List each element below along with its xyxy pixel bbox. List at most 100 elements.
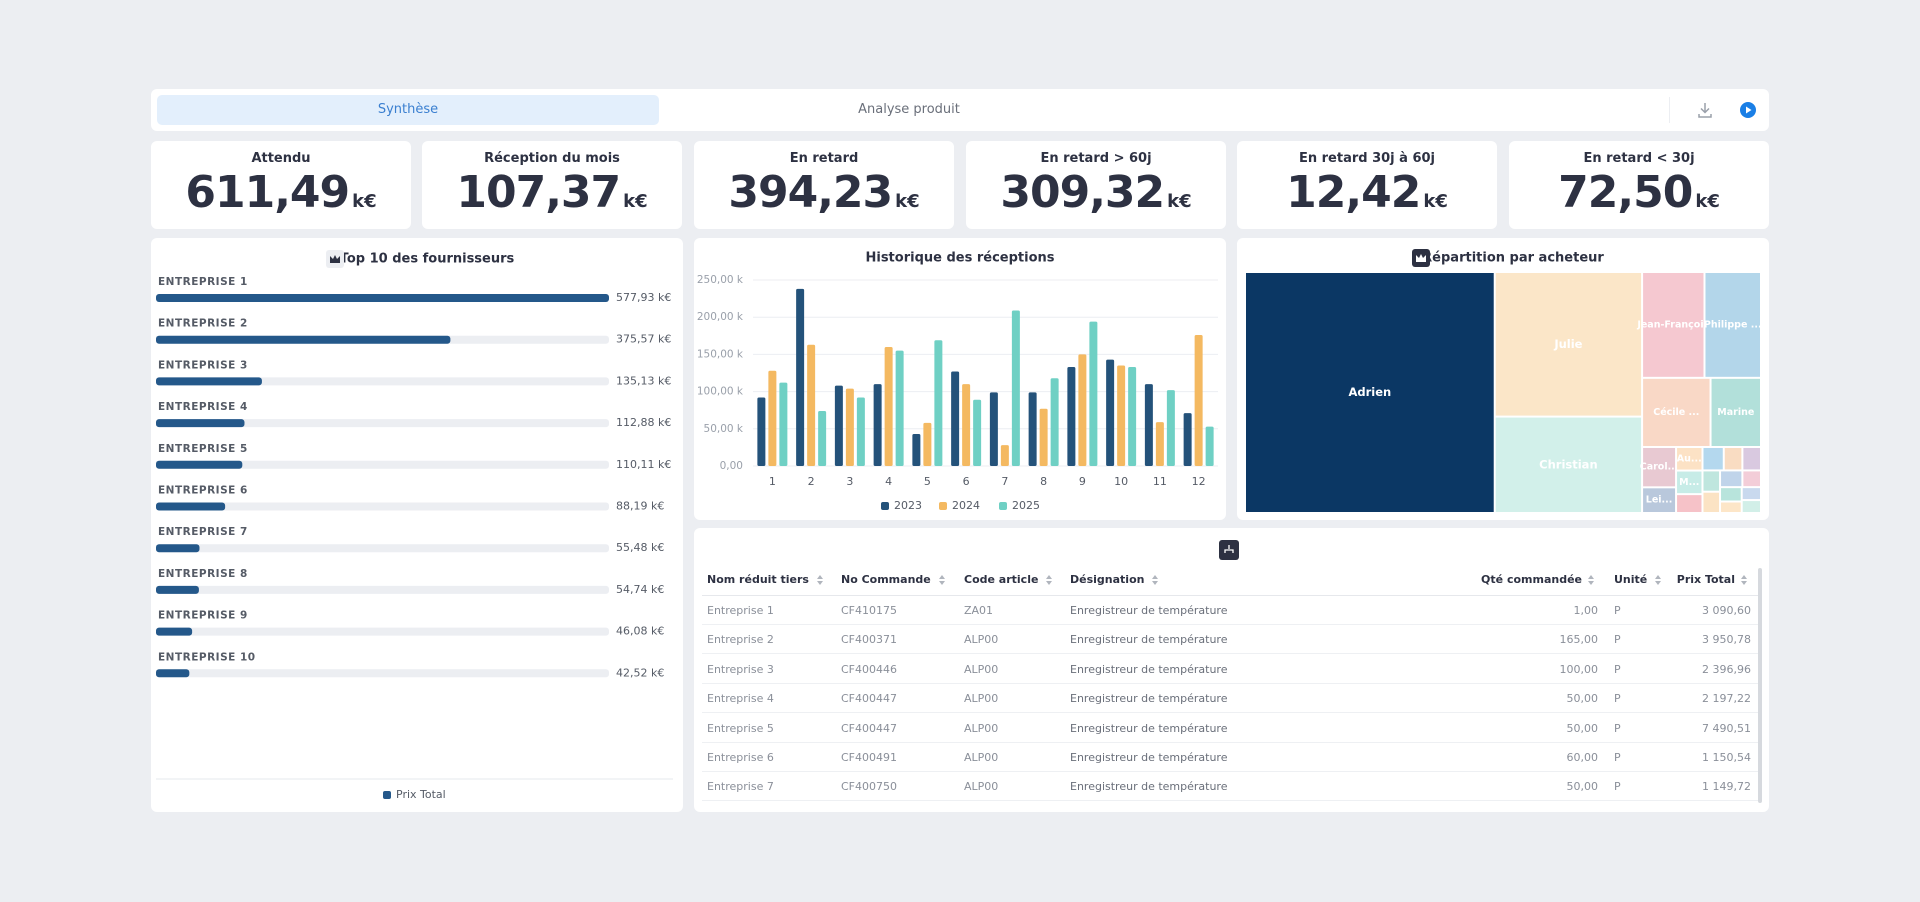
kpi-value: 107,37: [456, 167, 620, 218]
treemap-cell: [1703, 471, 1719, 490]
kpi-value-row: 12,42k€: [1237, 167, 1497, 218]
chart-title: Top 10 des fournisseurs: [340, 252, 515, 267]
sort-icon[interactable]: [1741, 575, 1747, 585]
table-cell: ALP00: [964, 780, 998, 794]
y-tick-label: 200,00 k: [697, 311, 744, 323]
bar-track: [156, 628, 609, 636]
kpi-unit: k€: [352, 191, 377, 212]
category-label: ENTREPRISE 9: [158, 610, 248, 622]
play-icon[interactable]: [1738, 100, 1758, 120]
column-header[interactable]: Prix Total: [1677, 573, 1735, 587]
x-tick-label: 9: [1079, 475, 1086, 488]
row-rule: [702, 624, 1758, 625]
y-tick-label: 150,00 k: [697, 348, 744, 360]
column-header[interactable]: No Commande: [841, 573, 931, 587]
bar: [156, 586, 199, 594]
kpi-unit: k€: [1695, 191, 1720, 212]
sort-icon[interactable]: [1655, 575, 1661, 585]
table-cell: 3 950,78: [1702, 633, 1751, 647]
table-card: Nom réduit tiers No Commande Code article D…: [694, 528, 1769, 812]
chart-title: Historique des réceptions: [865, 251, 1054, 266]
column-header[interactable]: Désignation: [1070, 573, 1144, 587]
value-label: 375,57 k€: [616, 333, 671, 346]
kpi-value: 611,49: [185, 167, 349, 218]
sort-icon[interactable]: [939, 575, 945, 585]
x-tick-label: 11: [1153, 475, 1167, 488]
sort-glyph: [817, 575, 823, 585]
column-header[interactable]: Nom réduit tiers: [707, 573, 809, 587]
table-cell: P: [1614, 604, 1621, 618]
table-cell: 60,00: [1567, 751, 1599, 765]
sort-icon[interactable]: [1046, 575, 1052, 585]
treemap-label: Jean-François: [1636, 319, 1709, 330]
x-tick-label: 7: [1001, 475, 1008, 488]
header-rule: [702, 595, 1758, 596]
x-tick-label: 4: [885, 475, 892, 488]
legend-swatch: [383, 791, 391, 799]
table-cell: ALP00: [964, 663, 998, 677]
download-icon[interactable]: [1695, 100, 1715, 120]
divider: [1669, 97, 1670, 123]
sort-icon[interactable]: [1152, 575, 1158, 585]
bar: [1195, 335, 1203, 466]
column-header[interactable]: Unité: [1614, 573, 1647, 587]
kpi-card: En retard394,23k€: [694, 141, 954, 229]
x-tick-label: 12: [1192, 475, 1206, 488]
kpi-unit: k€: [1423, 191, 1448, 212]
table-cell: Enregistreur de température: [1070, 722, 1227, 736]
tab[interactable]: Analyse produit: [659, 95, 1159, 125]
bar: [951, 372, 959, 466]
bar: [1106, 360, 1114, 466]
y-tick-label: 250,00 k: [697, 274, 744, 286]
column-header[interactable]: Code article: [964, 573, 1038, 587]
bar: [1206, 427, 1214, 466]
bar: [874, 384, 882, 466]
table-cell: CF400447: [841, 692, 897, 706]
chart: Répartition par acheteurAdrienJulieChris…: [1237, 238, 1769, 520]
legend-label: 2024: [952, 499, 980, 512]
category-label: ENTREPRISE 1: [158, 276, 248, 288]
tab[interactable]: Synthèse: [157, 95, 659, 125]
value-label: 55,48 k€: [616, 541, 664, 554]
column-header[interactable]: Qté commandée: [1481, 573, 1582, 587]
table-cell: Enregistreur de température: [1070, 663, 1227, 677]
treemap-cell: [1743, 471, 1760, 486]
table-cell: ALP00: [964, 692, 998, 706]
bar-track: [156, 669, 609, 677]
bar: [885, 347, 893, 466]
table-icon: [1219, 540, 1239, 560]
treemap-label: Lei...: [1646, 495, 1673, 506]
treemap-card: Répartition par acheteurAdrienJulieChris…: [1237, 238, 1769, 520]
table-cell: 1,00: [1574, 604, 1599, 618]
kpi-title: En retard 30j à 60j: [1237, 151, 1497, 166]
table-cell: 2 197,22: [1702, 692, 1751, 706]
bar: [156, 461, 242, 469]
table-cell: 50,00: [1567, 780, 1599, 794]
sort-glyph: [1046, 575, 1052, 585]
y-tick-label: 50,00 k: [704, 423, 744, 435]
category-label: ENTREPRISE 6: [158, 485, 248, 497]
value-label: 46,08 k€: [616, 625, 664, 638]
x-tick-label: 10: [1114, 475, 1128, 488]
table-cell: ALP00: [964, 751, 998, 765]
kpi-value: 309,32: [1000, 167, 1164, 218]
table-cell: 165,00: [1560, 633, 1599, 647]
sort-icon[interactable]: [1588, 575, 1594, 585]
sort-icon[interactable]: [817, 575, 823, 585]
sort-glyph: [1741, 575, 1747, 585]
sort-glyph: [939, 575, 945, 585]
row-rule: [702, 771, 1758, 772]
table-cell: Entreprise 1: [707, 604, 774, 618]
table-cell: P: [1614, 692, 1621, 706]
bar: [835, 386, 843, 466]
category-label: ENTREPRISE 5: [158, 443, 248, 455]
treemap-label: M...: [1679, 477, 1699, 488]
bar: [818, 411, 826, 466]
x-tick-label: 5: [924, 475, 931, 488]
legend-swatch: [939, 502, 947, 510]
bar: [1067, 367, 1075, 466]
bar: [1156, 422, 1164, 466]
bar: [1001, 445, 1009, 466]
kpi-title: En retard: [694, 151, 954, 166]
category-label: ENTREPRISE 7: [158, 526, 248, 538]
